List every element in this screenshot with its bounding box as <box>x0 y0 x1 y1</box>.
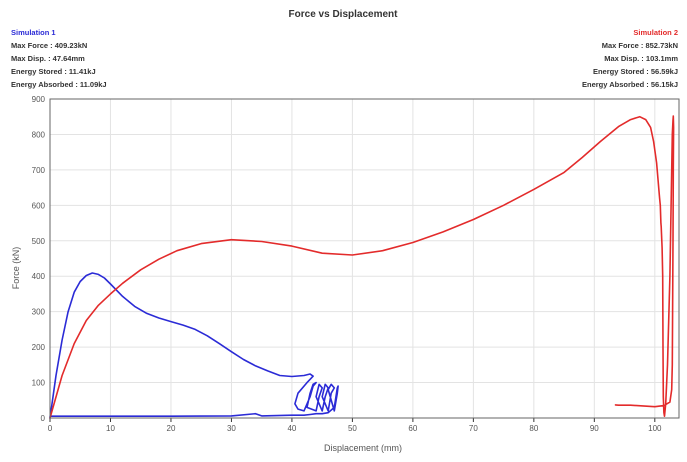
x-tick-label: 30 <box>227 424 236 433</box>
x-tick-label: 100 <box>648 424 662 433</box>
simulation-2-max-force: Max Force : 852.73kN <box>602 41 678 50</box>
x-tick-label: 70 <box>469 424 478 433</box>
y-tick-label: 500 <box>32 237 46 246</box>
simulation-2-name: Simulation 2 <box>633 28 678 37</box>
x-tick-label: 10 <box>106 424 115 433</box>
chart-title: Force vs Displacement <box>289 9 399 20</box>
simulation-1-energy-absorbed: Energy Absorbed : 11.09kJ <box>11 80 107 89</box>
y-tick-label: 100 <box>32 379 46 388</box>
x-tick-label: 20 <box>167 424 176 433</box>
simulation-1-stats: Simulation 1 Max Force : 409.23kN Max Di… <box>11 28 107 89</box>
x-tick-label: 80 <box>529 424 538 433</box>
simulation-1-max-force: Max Force : 409.23kN <box>11 41 87 50</box>
y-tick-label: 800 <box>32 130 46 139</box>
axes: 0 10 20 30 40 50 60 70 80 90 100 0 100 200 300 400 500 60… <box>32 95 680 433</box>
x-tick-label: 60 <box>408 424 417 433</box>
x-tick-label: 40 <box>287 424 296 433</box>
y-tick-label: 200 <box>32 343 46 352</box>
simulation-2-stats: Simulation 2 Max Force : 852.73kN Max Di… <box>582 28 678 89</box>
simulation-2-energy-stored: Energy Stored : 56.59kJ <box>593 67 678 76</box>
y-tick-label: 600 <box>32 201 46 210</box>
series-line-simulation-1 <box>49 272 339 419</box>
simulation-1-name: Simulation 1 <box>11 28 56 37</box>
y-tick-label: 0 <box>41 414 46 423</box>
simulation-1-max-disp: Max Disp. : 47.64mm <box>11 54 85 63</box>
simulation-1-energy-stored: Energy Stored : 11.41kJ <box>11 67 96 76</box>
x-tick-label: 0 <box>48 424 53 433</box>
simulation-2-max-disp: Max Disp. : 103.1mm <box>604 54 678 63</box>
y-tick-label: 700 <box>32 166 46 175</box>
series-line-simulation-2 <box>49 115 675 419</box>
x-axis-title: Displacement (mm) <box>324 443 402 453</box>
grid <box>49 98 679 419</box>
x-tick-label: 90 <box>590 424 599 433</box>
plot-frame <box>49 98 680 419</box>
y-axis-title: Force (kN) <box>11 247 21 290</box>
series-layer <box>49 115 675 419</box>
y-tick-label: 400 <box>32 272 46 281</box>
y-tick-label: 300 <box>32 308 46 317</box>
y-tick-label: 900 <box>32 95 46 104</box>
simulation-2-energy-absorbed: Energy Absorbed : 56.15kJ <box>582 80 678 89</box>
x-tick-label: 50 <box>348 424 357 433</box>
